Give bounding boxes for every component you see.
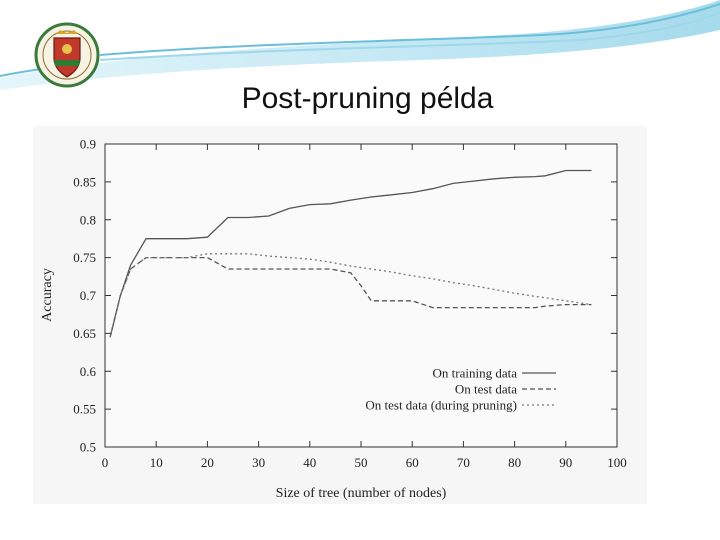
y-tick-label: 0.7 (80, 288, 97, 303)
y-tick-label: 0.6 (80, 364, 97, 379)
legend-label: On test data (during pruning) (365, 398, 517, 413)
x-tick-label: 60 (406, 455, 419, 470)
y-tick-label: 0.65 (73, 326, 96, 341)
y-tick-label: 0.75 (73, 250, 96, 265)
x-tick-label: 10 (150, 455, 163, 470)
y-axis-ticks: 0.5 0.55 0.6 0.65 0.7 0.75 0.8 0.85 0.9 (73, 137, 617, 455)
x-tick-label: 70 (457, 455, 470, 470)
y-tick-label: 0.55 (73, 402, 96, 417)
y-axis-label: Accuracy (40, 268, 55, 322)
y-tick-label: 0.5 (80, 440, 96, 455)
x-tick-label: 30 (252, 455, 265, 470)
series-line-dashed (109, 256, 592, 338)
x-tick-label: 0 (102, 455, 109, 470)
y-tick-label: 0.85 (73, 174, 96, 189)
series-layer (109, 169, 592, 338)
x-tick-label: 100 (607, 455, 627, 470)
y-tick-label: 0.9 (80, 137, 96, 152)
series-line-solid (109, 169, 592, 338)
university-crest-icon (34, 22, 100, 88)
x-tick-label: 50 (355, 455, 368, 470)
plot-area (104, 143, 618, 448)
x-tick-label: 90 (559, 455, 572, 470)
series-line-dotted (109, 253, 592, 338)
x-axis-ticks: 0 10 20 30 40 50 60 70 80 90 100 (102, 144, 627, 470)
slide-title: Post-pruning példa (241, 82, 494, 115)
y-tick-label: 0.8 (80, 212, 96, 227)
x-tick-label: 80 (508, 455, 521, 470)
x-tick-label: 20 (201, 455, 214, 470)
legend-label: On training data (433, 366, 518, 381)
x-axis-label: Size of tree (number of nodes) (276, 486, 447, 501)
x-tick-label: 40 (303, 455, 316, 470)
legend-label: On test data (455, 382, 517, 397)
